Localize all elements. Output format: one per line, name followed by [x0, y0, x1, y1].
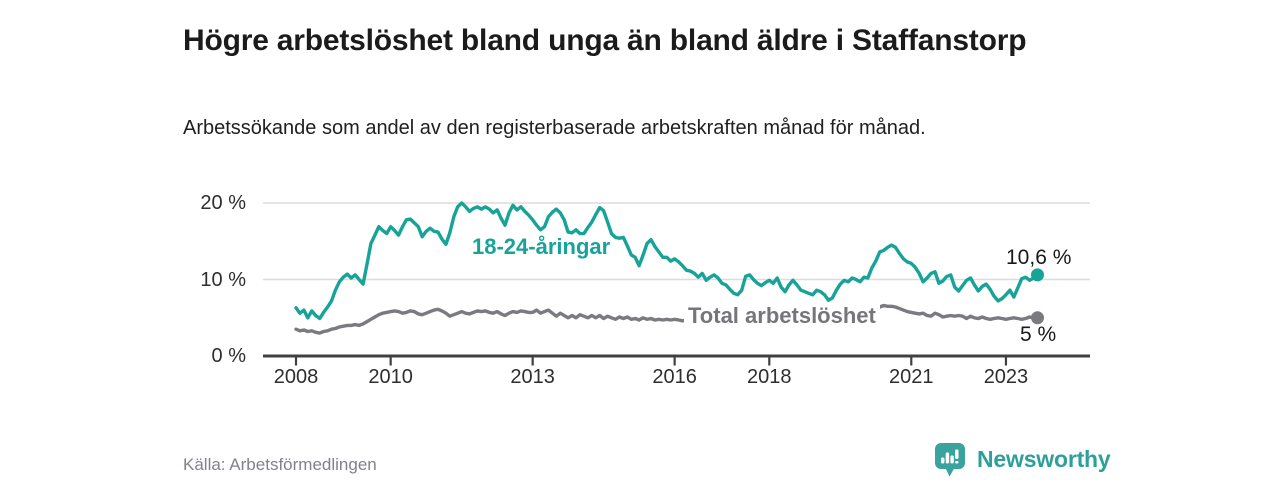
x-tick-label: 2018: [747, 366, 792, 388]
x-tick-label: 2010: [368, 366, 413, 388]
source-note: Källa: Arbetsförmedlingen: [183, 455, 377, 474]
chart-title: Högre arbetslöshet bland unga än bland ä…: [183, 24, 1027, 58]
newsworthy-logo[interactable]: Newsworthy: [933, 441, 1111, 478]
chart-subtitle: Arbetssökande som andel av den registerb…: [183, 117, 926, 139]
line-chart-area: 18-24-åringar Total arbetslöshet 10,6 % …: [180, 185, 1120, 400]
y-tick-label: 0 %: [211, 345, 246, 367]
x-tick-label: 2016: [652, 366, 697, 388]
x-tick-label: 2013: [510, 366, 555, 388]
x-tick-label: 2021: [889, 366, 934, 388]
x-tick-label: 2023: [983, 366, 1029, 388]
end-value-total: 5 %: [1020, 323, 1057, 346]
x-tick-label: 2008: [273, 366, 319, 388]
series-end-dot: [1031, 268, 1044, 282]
series-line-total-arbetsl-shet: [294, 303, 1040, 335]
series-label-young: 18-24-åringar: [472, 234, 611, 259]
series-end-dot: [1031, 311, 1044, 325]
end-value-young: 10,6 %: [1006, 246, 1072, 269]
plot-svg: [263, 201, 1090, 366]
newsworthy-logo-text: Newsworthy: [977, 446, 1111, 472]
y-tick-label: 10 %: [200, 268, 246, 291]
newsworthy-logo-icon: [935, 443, 965, 477]
y-tick-label: 20 %: [200, 192, 246, 214]
series-line-18-24-ringar: [294, 201, 1040, 321]
series-label-total: Total arbetslöshet: [684, 302, 880, 330]
